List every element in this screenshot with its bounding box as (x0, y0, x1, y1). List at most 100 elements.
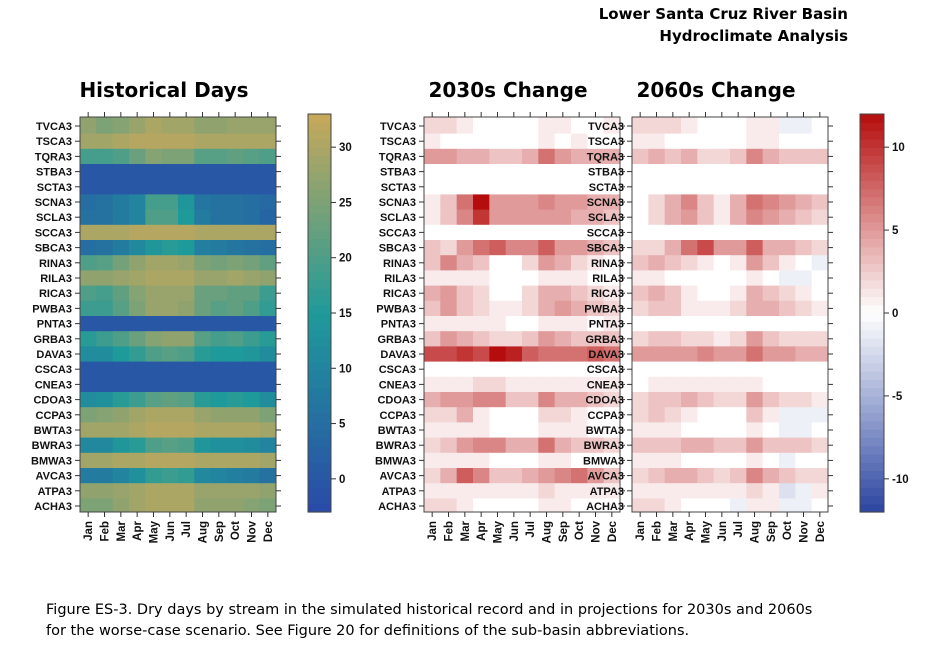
heatmap-cell (603, 331, 621, 347)
heatmap-cell (80, 392, 97, 408)
heatmap-cell (227, 483, 244, 499)
heatmap-cell (664, 346, 682, 362)
colorbar-tick-label: -10 (892, 474, 909, 486)
heatmap-cell (571, 270, 588, 286)
heatmap-cell (440, 255, 458, 271)
heatmap-cell (259, 209, 277, 226)
colorbar-segment (860, 238, 884, 248)
heatmap-cell (571, 285, 588, 302)
heatmap-cell (489, 376, 507, 393)
heatmap-cell (161, 194, 179, 210)
heatmap-cell (210, 285, 228, 302)
heatmap-cell (571, 300, 588, 317)
heatmap-cell (762, 164, 780, 180)
heatmap-cell (554, 117, 572, 134)
heatmap-cell (762, 270, 780, 286)
y-tick-label: ATPA3 (590, 486, 624, 498)
y-tick-label: TQRA3 (35, 151, 72, 163)
heatmap-cell (194, 392, 212, 408)
heatmap-cell (713, 407, 731, 423)
heatmap-cell (145, 255, 163, 271)
heatmap-cell (554, 392, 572, 408)
heatmap-cell (664, 285, 682, 302)
heatmap-cell (505, 346, 523, 362)
colorbar-segment (308, 130, 331, 140)
heatmap-cell (522, 255, 539, 271)
heatmap-cell (522, 209, 539, 226)
heatmap-cell (440, 376, 458, 393)
heatmap-cell (632, 392, 649, 408)
heatmap-cell (603, 117, 621, 134)
y-tick-label: PNTA3 (37, 319, 72, 331)
heatmap-cell (489, 209, 507, 226)
heatmap-cell (227, 194, 244, 210)
heatmap-cell (243, 422, 261, 438)
heatmap-cell (648, 255, 666, 271)
heatmap-cell (554, 224, 572, 241)
heatmap-cell (178, 452, 195, 469)
heatmap-cell (713, 331, 731, 347)
heatmap-cell (746, 376, 764, 393)
colorbar-segment (308, 329, 331, 339)
heatmap-cell (259, 164, 277, 180)
heatmap-cell (587, 117, 605, 134)
heatmap-cell (112, 452, 130, 469)
heatmap-cell (681, 316, 698, 332)
heatmap-cell (538, 437, 556, 454)
heatmap-cell (664, 300, 682, 317)
heatmap-cell (80, 316, 97, 332)
heatmap-cell (681, 179, 698, 195)
colorbar-tick-label: 10 (339, 363, 352, 375)
heatmap-cell (456, 240, 474, 256)
heatmap-cell (96, 133, 114, 150)
colorbar-segment (860, 288, 884, 298)
colorbar-segment (860, 429, 884, 438)
colorbar-segment (860, 271, 884, 281)
heatmap-cell (664, 498, 682, 513)
heatmap-cell (538, 270, 556, 286)
heatmap-cell (779, 194, 796, 210)
colorbar-change: -10 -5 0 5 10 (859, 113, 909, 513)
heatmap-cell (730, 407, 747, 423)
heatmap-cell (681, 376, 698, 393)
y-tick-label: CNEA3 (587, 379, 624, 391)
heatmap-cell (713, 117, 731, 134)
heatmap-cell (587, 361, 605, 378)
y-tick-label: BWTA3 (34, 425, 72, 437)
heatmap-cell (112, 194, 130, 210)
colorbar-segment (308, 238, 331, 248)
heatmap-cell (129, 331, 146, 347)
heatmap-cell (681, 255, 698, 271)
heatmap-cell (80, 164, 97, 180)
x-tick-label: Dec (263, 520, 275, 542)
x-tick-label: Sep (214, 521, 226, 542)
heatmap-cell (505, 468, 523, 484)
heatmap-cell (648, 392, 666, 408)
heatmap-cell (80, 117, 97, 134)
heatmap-cell (112, 316, 130, 332)
heatmap-cell (811, 452, 829, 469)
heatmap-cell (424, 346, 441, 362)
heatmap-cell (259, 117, 277, 134)
y-tick-label: ATPA3 (382, 486, 416, 498)
heatmap-cell (632, 224, 649, 241)
heatmap-cell (762, 194, 780, 210)
heatmap-cell (603, 285, 621, 302)
heatmap-cell (456, 498, 474, 513)
heatmap-cell (762, 209, 780, 226)
heatmap-cell (681, 331, 698, 347)
heatmap-cell (762, 437, 780, 454)
heatmap-cell (681, 209, 698, 226)
heatmap-cell (210, 422, 228, 438)
heatmap-cell (227, 285, 244, 302)
heatmap-cell (713, 392, 731, 408)
heatmap-cell (697, 164, 715, 180)
heatmap-cell (80, 361, 97, 378)
heatmap-cell (746, 300, 764, 317)
heatmap-cell (664, 117, 682, 134)
x-tick-label: Aug (750, 521, 762, 543)
heatmap-cell (730, 498, 747, 513)
heatmap-cell (713, 346, 731, 362)
y-tick-label: SCNA3 (35, 197, 72, 209)
colorbar-segment (860, 470, 884, 480)
